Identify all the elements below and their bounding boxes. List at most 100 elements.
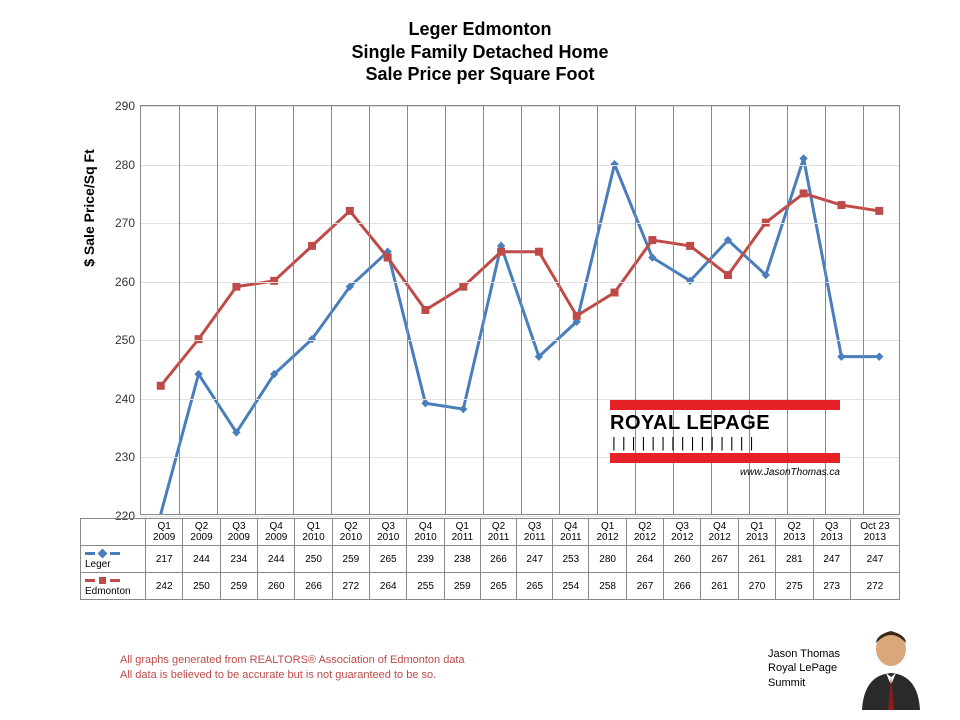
- table-cell: 266: [295, 573, 332, 600]
- table-header-cell: Q12009: [146, 519, 183, 546]
- table-cell: 259: [332, 546, 369, 573]
- footer-note: All graphs generated from REALTORS® Asso…: [120, 653, 465, 682]
- x-divider: [255, 106, 256, 514]
- table-header-cell: Q22009: [183, 519, 220, 546]
- data-marker: [422, 307, 429, 314]
- table-corner-cell: [81, 519, 146, 546]
- data-marker: [309, 242, 316, 249]
- table-cell: 247: [813, 546, 850, 573]
- table-header-cell: Oct 232013: [850, 519, 899, 546]
- legend-marker-icon: [98, 548, 108, 558]
- y-tick-label: 280: [103, 158, 135, 172]
- x-divider: [559, 106, 560, 514]
- table-cell: 238: [444, 546, 480, 573]
- data-marker: [876, 353, 883, 360]
- table-header-cell: Q22012: [626, 519, 663, 546]
- title-line-3: Sale Price per Square Foot: [0, 63, 960, 86]
- y-tick-label: 270: [103, 216, 135, 230]
- footer-line-2: All data is believed to be accurate but …: [120, 668, 465, 682]
- data-marker: [233, 283, 240, 290]
- x-divider: [331, 106, 332, 514]
- table-cell: 267: [701, 546, 738, 573]
- table-cell: 273: [813, 573, 850, 600]
- table-header-cell: Q32009: [220, 519, 257, 546]
- attribution-office: Summit: [768, 676, 840, 690]
- table-cell: 244: [183, 546, 220, 573]
- table-cell: 261: [701, 573, 738, 600]
- data-marker: [460, 283, 467, 290]
- x-divider: [483, 106, 484, 514]
- table-cell: 266: [480, 546, 516, 573]
- y-tick-label: 290: [103, 99, 135, 113]
- table-cell: 247: [517, 546, 553, 573]
- title-line-2: Single Family Detached Home: [0, 41, 960, 64]
- series-header-cell: Leger: [81, 546, 146, 573]
- x-divider: [217, 106, 218, 514]
- table-cell: 234: [220, 546, 257, 573]
- legend-line-icon: [85, 552, 95, 555]
- table-cell: 254: [553, 573, 589, 600]
- table-cell: 259: [220, 573, 257, 600]
- data-marker: [649, 237, 656, 244]
- logo-url: www.JasonThomas.ca: [610, 465, 840, 478]
- table-header-cell: Q42010: [407, 519, 444, 546]
- y-tick-label: 260: [103, 275, 135, 289]
- table-header-cell: Q12010: [295, 519, 332, 546]
- table-cell: 265: [370, 546, 407, 573]
- table-cell: 281: [776, 546, 813, 573]
- table-cell: 264: [626, 546, 663, 573]
- title-line-1: Leger Edmonton: [0, 18, 960, 41]
- data-marker: [535, 248, 542, 255]
- logo-bar-bottom: [610, 453, 840, 463]
- data-marker: [800, 190, 807, 197]
- table-header-cell: Q22011: [480, 519, 516, 546]
- x-divider: [369, 106, 370, 514]
- x-divider: [179, 106, 180, 514]
- royal-lepage-logo: ROYAL LEPAGE ||||||||||||||| www.JasonTh…: [610, 400, 840, 475]
- legend-line-icon: [110, 579, 120, 582]
- table-cell: 260: [258, 573, 295, 600]
- table-header-cell: Q42012: [701, 519, 738, 546]
- avatar: [852, 625, 930, 710]
- logo-bar-top: [610, 400, 840, 410]
- x-divider: [597, 106, 598, 514]
- x-divider: [521, 106, 522, 514]
- table-row: Edmonton24225025926026627226425525926526…: [81, 573, 900, 600]
- table-cell: 217: [146, 546, 183, 573]
- table-header-cell: Q22010: [332, 519, 369, 546]
- y-tick-label: 230: [103, 450, 135, 464]
- table-cell: 250: [295, 546, 332, 573]
- footer-line-1: All graphs generated from REALTORS® Asso…: [120, 653, 465, 667]
- table-row: Leger21724423424425025926523923826624725…: [81, 546, 900, 573]
- attribution-name: Jason Thomas: [768, 647, 840, 661]
- table-header-cell: Q42009: [258, 519, 295, 546]
- attribution-company: Royal LePage: [768, 661, 840, 675]
- table-cell: 266: [664, 573, 701, 600]
- table-header-cell: Q12012: [589, 519, 626, 546]
- table-cell: 239: [407, 546, 444, 573]
- table-cell: 272: [850, 573, 899, 600]
- logo-stripes-icon: |||||||||||||||: [610, 436, 757, 451]
- table-cell: 259: [444, 573, 480, 600]
- table-cell: 264: [370, 573, 407, 600]
- table-header-cell: Q12011: [444, 519, 480, 546]
- table-cell: 270: [738, 573, 775, 600]
- gridline: [141, 516, 899, 517]
- x-divider: [407, 106, 408, 514]
- data-marker: [724, 272, 731, 279]
- table-header-cell: Q32010: [370, 519, 407, 546]
- x-divider: [445, 106, 446, 514]
- table-cell: 261: [738, 546, 775, 573]
- chart-title: Leger Edmonton Single Family Detached Ho…: [0, 0, 960, 86]
- series-name: Edmonton: [85, 586, 131, 597]
- data-marker: [876, 207, 883, 214]
- y-tick-label: 240: [103, 392, 135, 406]
- data-marker: [460, 406, 467, 413]
- series-header-cell: Edmonton: [81, 573, 146, 600]
- table-header-cell: Q22013: [776, 519, 813, 546]
- data-marker: [611, 289, 618, 296]
- legend-marker-icon: [99, 577, 106, 584]
- table-cell: 247: [850, 546, 899, 573]
- person-icon: [852, 625, 930, 710]
- data-marker: [687, 242, 694, 249]
